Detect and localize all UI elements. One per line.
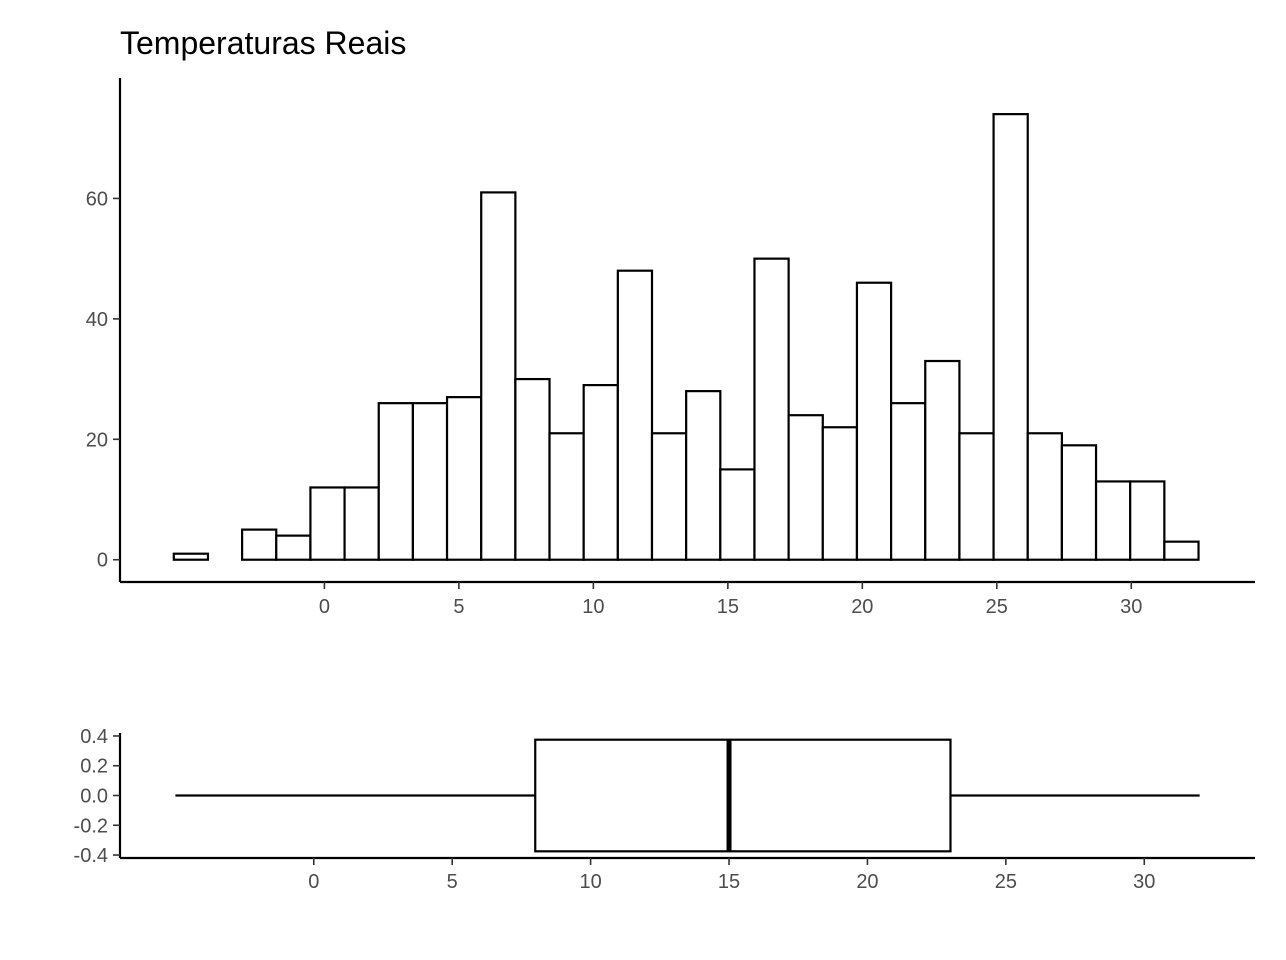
histogram-bar-27 <box>1094 480 1132 561</box>
histogram-bar-21 <box>889 402 927 561</box>
histogram-panel: 0 5 10 15 20 25 30 0 20 40 60 <box>86 78 1255 618</box>
boxplot-y-tick-label: 0.2 <box>80 756 108 778</box>
histogram-bar-6 <box>377 402 414 561</box>
boxplot-box <box>534 738 952 853</box>
histogram-bar-29 <box>1163 540 1200 561</box>
histogram-x-tick-label: 5 <box>453 596 464 618</box>
histogram-bar-20 <box>855 281 893 561</box>
boxplot-x-tick-label: 5 <box>447 871 458 893</box>
histogram-bar-18 <box>787 414 824 561</box>
histogram-bar-11 <box>548 432 585 561</box>
histogram-x-tick-label: 10 <box>582 596 604 618</box>
histogram-bar-22 <box>924 359 961 561</box>
boxplot-x-tick-label: 20 <box>856 871 878 893</box>
boxplot-x-tick-label: 15 <box>718 871 740 893</box>
histogram-bar-28 <box>1129 480 1166 561</box>
boxplot-x-tick-label: 0 <box>308 871 319 893</box>
histogram-bar-26 <box>1060 444 1098 561</box>
boxplot-y-ticks: 0.4 0.2 0.0 -0.2 -0.4 <box>74 726 120 867</box>
histogram-y-tick-label: 0 <box>97 550 108 572</box>
boxplot-x-tick-label: 30 <box>1133 871 1155 893</box>
histogram-bar-23 <box>958 432 995 561</box>
histogram-bar-14 <box>650 432 688 561</box>
chart-title: Temperaturas Reais <box>120 25 406 61</box>
histogram-bar-0 <box>172 552 210 561</box>
histogram-bar-8 <box>445 396 483 561</box>
boxplot-y-tick-label: 0.0 <box>80 786 108 808</box>
histogram-x-ticks: 0 5 10 15 20 25 30 <box>319 582 1142 618</box>
histogram-bar-13 <box>616 269 654 561</box>
histogram-bar-7 <box>411 402 449 561</box>
histogram-bar-5 <box>343 486 380 561</box>
histogram-y-tick-label: 60 <box>86 188 108 210</box>
histogram-bar-25 <box>1026 432 1063 561</box>
histogram-y-tick-label: 40 <box>86 309 108 331</box>
histogram-bar-19 <box>821 426 859 561</box>
histogram-y-tick-label: 20 <box>86 429 108 451</box>
histogram-bars <box>172 113 1200 561</box>
boxplot-y-tick-label: -0.4 <box>74 845 108 867</box>
histogram-bar-16 <box>719 468 756 561</box>
boxplot-x-ticks: 0 5 10 15 20 25 30 <box>308 858 1155 893</box>
boxplot-marks <box>175 738 1200 853</box>
histogram-x-tick-label: 30 <box>1120 596 1142 618</box>
boxplot-x-tick-label: 10 <box>579 871 601 893</box>
boxplot-x-tick-label: 25 <box>995 871 1017 893</box>
histogram-bar-10 <box>514 377 551 561</box>
histogram-bar-2 <box>241 528 278 561</box>
histogram-bar-17 <box>753 257 790 561</box>
histogram-bar-15 <box>685 390 722 561</box>
boxplot-y-tick-label: 0.4 <box>80 726 108 748</box>
histogram-bar-9 <box>480 191 517 561</box>
boxplot-panel: 0 5 10 15 20 25 30 0.4 0.2 0.0 -0.2 -0.4 <box>74 726 1255 893</box>
histogram-bar-3 <box>275 534 312 561</box>
histogram-bar-24 <box>992 113 1029 561</box>
histogram-x-tick-label: 0 <box>319 596 330 618</box>
boxplot-y-tick-label: -0.2 <box>74 815 108 837</box>
histogram-x-tick-label: 25 <box>986 596 1008 618</box>
histogram-y-ticks: 0 20 40 60 <box>86 188 120 572</box>
histogram-x-tick-label: 15 <box>717 596 739 618</box>
histogram-x-tick-label: 20 <box>851 596 873 618</box>
histogram-bar-4 <box>309 486 346 561</box>
histogram-bar-12 <box>582 384 619 561</box>
